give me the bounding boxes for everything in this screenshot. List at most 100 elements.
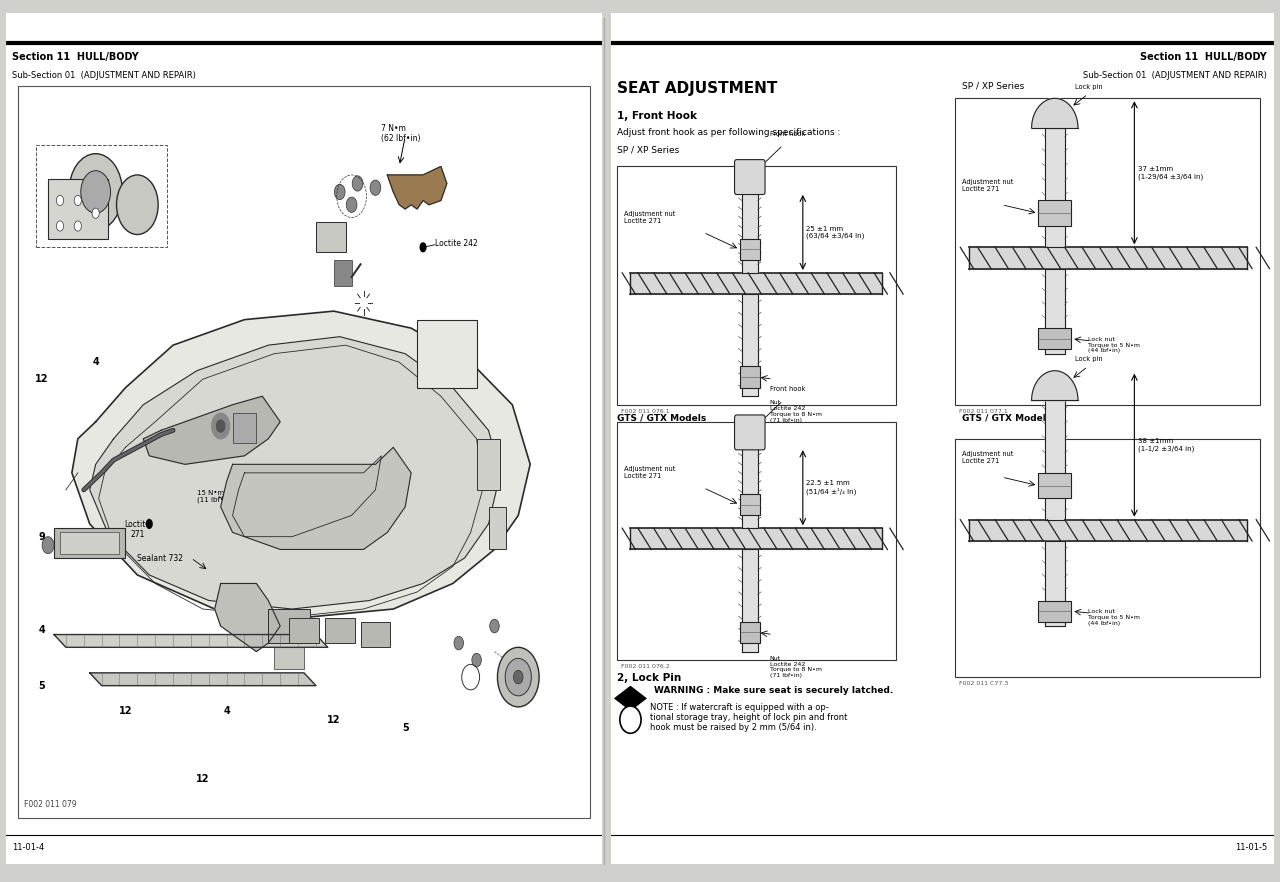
Bar <box>289 617 319 643</box>
Text: 1, Front Hook: 1, Front Hook <box>617 111 698 121</box>
Text: Section 11  HULL/BODY: Section 11 HULL/BODY <box>1140 51 1267 62</box>
Text: 12: 12 <box>36 374 49 385</box>
Text: 12: 12 <box>196 774 210 784</box>
Bar <box>60 533 119 554</box>
Polygon shape <box>736 177 763 192</box>
Bar <box>334 260 352 286</box>
Polygon shape <box>736 432 763 447</box>
Text: NOTE : If watercraft is equipped with a op-
tional storage tray, height of lock : NOTE : If watercraft is equipped with a … <box>650 703 847 732</box>
Circle shape <box>334 184 346 199</box>
Text: 7 N•m
(62 lbf•in): 7 N•m (62 lbf•in) <box>381 123 421 143</box>
Circle shape <box>81 171 110 213</box>
Polygon shape <box>969 519 1247 541</box>
Text: Nut
Loctite 242
Torque to 8 N•m
(71 lbf•in): Nut Loctite 242 Torque to 8 N•m (71 lbf•… <box>769 656 822 678</box>
Bar <box>36 146 168 247</box>
Text: 9: 9 <box>38 532 46 542</box>
Circle shape <box>116 175 159 235</box>
Circle shape <box>69 153 123 230</box>
Text: Front hook: Front hook <box>769 131 805 137</box>
Bar <box>325 617 355 643</box>
Polygon shape <box>969 247 1247 268</box>
Circle shape <box>146 519 152 529</box>
Polygon shape <box>1044 400 1065 519</box>
Polygon shape <box>614 685 646 711</box>
Text: 25 ±1 mm
(63/64 ±3/64 in): 25 ±1 mm (63/64 ±3/64 in) <box>806 226 864 239</box>
Text: Front hook: Front hook <box>769 386 805 392</box>
Circle shape <box>56 196 64 206</box>
Polygon shape <box>388 167 447 209</box>
Text: 37 ±1mm
(1-29/64 ±3/64 in): 37 ±1mm (1-29/64 ±3/64 in) <box>1138 166 1203 180</box>
Polygon shape <box>54 634 328 647</box>
Circle shape <box>490 619 499 633</box>
Text: Adjustment nut
Loctite 271: Adjustment nut Loctite 271 <box>963 179 1014 192</box>
Polygon shape <box>143 396 280 464</box>
Text: 4: 4 <box>38 625 46 635</box>
Circle shape <box>370 180 380 196</box>
Text: GTS / GTX Models: GTS / GTX Models <box>963 414 1051 422</box>
Bar <box>54 528 125 558</box>
Bar <box>18 86 590 818</box>
Text: Adjustment nut
Loctite 271: Adjustment nut Loctite 271 <box>623 211 675 224</box>
Text: SP / XP Series: SP / XP Series <box>963 81 1024 90</box>
Bar <box>617 167 896 405</box>
Circle shape <box>506 658 531 696</box>
Text: 15 N•m
(11 lbf•ft): 15 N•m (11 lbf•ft) <box>197 490 232 504</box>
Bar <box>233 414 256 443</box>
Bar <box>1038 200 1071 226</box>
Polygon shape <box>742 549 758 652</box>
Polygon shape <box>1032 370 1078 400</box>
Text: Section 11  HULL/BODY: Section 11 HULL/BODY <box>13 51 140 62</box>
Polygon shape <box>631 273 882 294</box>
Text: Adjust front hook as per following specifications :: Adjust front hook as per following speci… <box>617 128 841 137</box>
FancyBboxPatch shape <box>735 415 765 450</box>
Text: Sealant 732: Sealant 732 <box>137 554 183 563</box>
Polygon shape <box>1032 99 1078 128</box>
Circle shape <box>513 670 524 684</box>
Bar <box>417 319 476 388</box>
Polygon shape <box>215 584 280 652</box>
Circle shape <box>92 208 100 219</box>
Text: Adjustment nut
Loctite 271: Adjustment nut Loctite 271 <box>963 452 1014 464</box>
Circle shape <box>420 243 426 252</box>
Text: Sub-Section 01  (ADJUSTMENT AND REPAIR): Sub-Section 01 (ADJUSTMENT AND REPAIR) <box>13 71 196 80</box>
Bar <box>740 366 760 388</box>
Text: SP / XP Series: SP / XP Series <box>617 146 680 154</box>
Text: F002 011 C77.3: F002 011 C77.3 <box>959 682 1009 686</box>
Bar <box>1038 328 1071 349</box>
Circle shape <box>620 706 641 733</box>
Bar <box>955 438 1261 677</box>
Bar <box>476 438 500 490</box>
Text: WARNING : Make sure seat is securely latched.: WARNING : Make sure seat is securely lat… <box>654 685 893 695</box>
Bar <box>1038 601 1071 622</box>
Text: Lock pin: Lock pin <box>1075 356 1102 363</box>
Text: 38 ±1mm
(1-1/2 ±3/64 in): 38 ±1mm (1-1/2 ±3/64 in) <box>1138 438 1194 452</box>
Polygon shape <box>631 528 882 549</box>
Text: 5: 5 <box>402 723 408 733</box>
Polygon shape <box>1044 128 1065 247</box>
Text: 4: 4 <box>223 706 230 716</box>
Text: Lock nut
Torque to 5 N•m
(44 lbf•in): Lock nut Torque to 5 N•m (44 lbf•in) <box>1088 337 1140 354</box>
Text: F002 011 079: F002 011 079 <box>24 800 77 809</box>
Bar <box>49 179 108 239</box>
Circle shape <box>498 647 539 706</box>
Circle shape <box>352 176 364 191</box>
Circle shape <box>74 220 82 231</box>
Polygon shape <box>742 447 758 528</box>
Bar <box>955 98 1261 405</box>
Circle shape <box>42 536 54 554</box>
Bar <box>274 647 305 669</box>
Text: 4: 4 <box>92 357 99 367</box>
Text: F002 011 076.1: F002 011 076.1 <box>621 409 669 414</box>
Text: Lock nut
Torque to 5 N•m
(44 lbf•in): Lock nut Torque to 5 N•m (44 lbf•in) <box>1088 609 1140 626</box>
Text: Sub-Section 01  (ADJUSTMENT AND REPAIR): Sub-Section 01 (ADJUSTMENT AND REPAIR) <box>1083 71 1267 80</box>
Bar <box>489 507 507 549</box>
Text: Loctite
271: Loctite 271 <box>124 519 150 539</box>
Text: 22.5 ±1 mm
(51/64 ±¹/₄ in): 22.5 ±1 mm (51/64 ±¹/₄ in) <box>806 481 856 495</box>
Text: SEAT ADJUSTMENT: SEAT ADJUSTMENT <box>617 81 777 96</box>
Circle shape <box>472 654 481 667</box>
Text: Lock pin: Lock pin <box>1075 84 1102 90</box>
Text: 11-01-4: 11-01-4 <box>13 843 45 852</box>
Text: 11-01-5: 11-01-5 <box>1235 843 1267 852</box>
Polygon shape <box>742 294 758 396</box>
Polygon shape <box>90 337 500 609</box>
